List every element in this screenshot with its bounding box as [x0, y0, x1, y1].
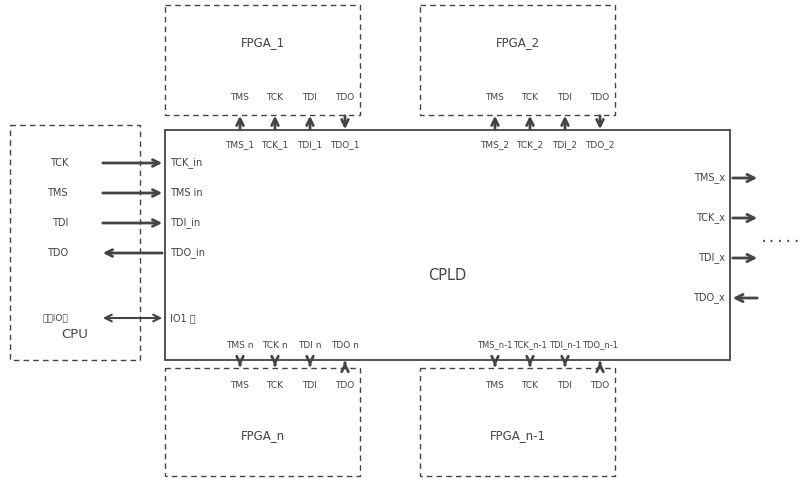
Text: TMS n: TMS n — [226, 340, 254, 349]
Text: TDI_2: TDI_2 — [553, 140, 578, 149]
Text: TCK: TCK — [522, 93, 538, 102]
Text: TMS: TMS — [230, 93, 250, 102]
Text: TCK: TCK — [522, 381, 538, 390]
Bar — [420, 5, 615, 115]
Text: TMS_2: TMS_2 — [481, 140, 510, 149]
Text: FPGA_2: FPGA_2 — [495, 37, 539, 50]
Text: TMS: TMS — [47, 188, 68, 198]
Text: TDI: TDI — [302, 93, 318, 102]
Text: TDO: TDO — [590, 93, 610, 102]
Bar — [165, 5, 360, 115]
Text: TDI_n-1: TDI_n-1 — [549, 340, 581, 349]
Text: TDI n: TDI n — [298, 340, 322, 349]
Text: TDI: TDI — [52, 218, 68, 228]
Bar — [420, 368, 615, 476]
Text: TDI: TDI — [558, 381, 573, 390]
Text: TCK_1: TCK_1 — [262, 140, 289, 149]
Bar — [165, 368, 360, 476]
Text: TDI_in: TDI_in — [170, 217, 200, 228]
Text: TMS in: TMS in — [170, 188, 202, 198]
Text: TCK: TCK — [266, 381, 283, 390]
Text: TDO_n-1: TDO_n-1 — [582, 340, 618, 349]
Text: TMS: TMS — [486, 93, 505, 102]
Text: TDO: TDO — [335, 93, 354, 102]
Text: FPGA_n-1: FPGA_n-1 — [490, 429, 546, 442]
Text: TCK: TCK — [266, 93, 283, 102]
Text: 通用IO线: 通用IO线 — [42, 313, 68, 322]
Text: TCK_x: TCK_x — [696, 213, 725, 224]
Text: TDO: TDO — [335, 381, 354, 390]
Bar — [10, 125, 140, 360]
Bar — [165, 130, 730, 360]
Text: TCK_2: TCK_2 — [517, 140, 543, 149]
Text: TCK: TCK — [50, 158, 68, 168]
Text: TDO_in: TDO_in — [170, 248, 205, 258]
Text: TDO_1: TDO_1 — [330, 140, 360, 149]
Text: TCK_in: TCK_in — [170, 158, 202, 168]
Text: TDO: TDO — [47, 248, 68, 258]
Text: TDI: TDI — [302, 381, 318, 390]
Text: TDO n: TDO n — [331, 340, 359, 349]
Text: CPLD: CPLD — [428, 268, 466, 282]
Text: TDO: TDO — [590, 381, 610, 390]
Text: TMS: TMS — [486, 381, 505, 390]
Text: TDO_x: TDO_x — [694, 293, 725, 304]
Text: IO1 线: IO1 线 — [170, 313, 196, 323]
Text: TDI_1: TDI_1 — [298, 140, 322, 149]
Text: TMS_1: TMS_1 — [226, 140, 254, 149]
Text: TDO_2: TDO_2 — [586, 140, 614, 149]
Text: TCK n: TCK n — [262, 340, 288, 349]
Text: TMS_x: TMS_x — [694, 173, 725, 184]
Text: TMS: TMS — [230, 381, 250, 390]
Text: TDI: TDI — [558, 93, 573, 102]
Text: FPGA_1: FPGA_1 — [241, 37, 285, 50]
Text: TMS_n-1: TMS_n-1 — [478, 340, 513, 349]
Text: CPU: CPU — [62, 329, 89, 342]
Text: ..........: .......... — [760, 231, 800, 245]
Text: FPGA_n: FPGA_n — [241, 429, 285, 442]
Text: TCK_n-1: TCK_n-1 — [513, 340, 547, 349]
Text: TDI_x: TDI_x — [698, 253, 725, 264]
